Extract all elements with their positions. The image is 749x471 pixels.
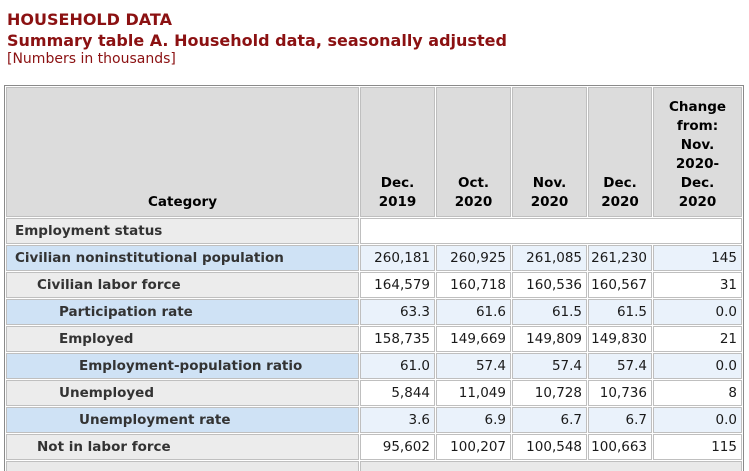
value-cell: 57.4	[512, 353, 587, 379]
empty-section-cell	[360, 218, 742, 244]
row-label: Employment-population ratio	[6, 353, 359, 379]
category-column-header: Category	[6, 87, 359, 217]
row-label: Unemployment rate	[6, 407, 359, 433]
value-cell: 10,728	[512, 380, 587, 406]
table-row-cutoff	[6, 461, 742, 471]
value-cell: 61.0	[360, 353, 435, 379]
cutoff-cell	[360, 461, 742, 471]
row-label: Unemployed	[6, 380, 359, 406]
row-label: Not in labor force	[6, 434, 359, 460]
value-cell: 160,718	[436, 272, 511, 298]
units-note: [Numbers in thousands]	[7, 51, 176, 67]
table-row-civilian-labor-force: Civilian labor force 164,579 160,718 160…	[6, 272, 742, 298]
value-cell: 61.5	[588, 299, 652, 325]
value-cell: 6.9	[436, 407, 511, 433]
section-title: HOUSEHOLD DATA	[7, 10, 172, 29]
value-cell: 149,809	[512, 326, 587, 352]
table-row-employment-status: Employment status	[6, 218, 742, 244]
change-value-cell: 0.0	[653, 407, 742, 433]
value-cell: 95,602	[360, 434, 435, 460]
value-cell: 149,830	[588, 326, 652, 352]
column-header-oct-2020: Oct. 2020	[436, 87, 511, 217]
change-value-cell: 21	[653, 326, 742, 352]
value-cell: 6.7	[512, 407, 587, 433]
value-cell: 160,567	[588, 272, 652, 298]
value-cell: 6.7	[588, 407, 652, 433]
column-header-nov-2020: Nov. 2020	[512, 87, 587, 217]
value-cell: 100,663	[588, 434, 652, 460]
value-cell: 260,925	[436, 245, 511, 271]
row-label	[6, 461, 359, 471]
table-title: Summary table A. Household data, seasona…	[7, 31, 507, 50]
value-cell: 10,736	[588, 380, 652, 406]
value-cell: 100,207	[436, 434, 511, 460]
row-label: Participation rate	[6, 299, 359, 325]
value-cell: 160,536	[512, 272, 587, 298]
value-cell: 11,049	[436, 380, 511, 406]
value-cell: 57.4	[588, 353, 652, 379]
row-label: Civilian noninstitutional population	[6, 245, 359, 271]
change-value-cell: 145	[653, 245, 742, 271]
table-row-civilian-noninstitutional-population: Civilian noninstitutional population 260…	[6, 245, 742, 271]
value-cell: 260,181	[360, 245, 435, 271]
table-row-not-in-labor-force: Not in labor force 95,602 100,207 100,54…	[6, 434, 742, 460]
value-cell: 164,579	[360, 272, 435, 298]
change-value-cell: 115	[653, 434, 742, 460]
table-row-employed: Employed 158,735 149,669 149,809 149,830…	[6, 326, 742, 352]
table-row-participation-rate: Participation rate 63.3 61.6 61.5 61.5 0…	[6, 299, 742, 325]
table-row-employment-population-ratio: Employment-population ratio 61.0 57.4 57…	[6, 353, 742, 379]
value-cell: 261,085	[512, 245, 587, 271]
value-cell: 100,548	[512, 434, 587, 460]
value-cell: 149,669	[436, 326, 511, 352]
change-value-cell: 31	[653, 272, 742, 298]
column-header-change: Change from: Nov. 2020- Dec. 2020	[653, 87, 742, 217]
value-cell: 57.4	[436, 353, 511, 379]
value-cell: 61.6	[436, 299, 511, 325]
value-cell: 3.6	[360, 407, 435, 433]
value-cell: 158,735	[360, 326, 435, 352]
row-label: Civilian labor force	[6, 272, 359, 298]
change-value-cell: 8	[653, 380, 742, 406]
table-row-unemployment-rate: Unemployment rate 3.6 6.9 6.7 6.7 0.0	[6, 407, 742, 433]
value-cell: 261,230	[588, 245, 652, 271]
table-row-unemployed: Unemployed 5,844 11,049 10,728 10,736 8	[6, 380, 742, 406]
value-cell: 5,844	[360, 380, 435, 406]
value-cell: 61.5	[512, 299, 587, 325]
column-header-dec-2019: Dec. 2019	[360, 87, 435, 217]
row-label: Employment status	[6, 218, 359, 244]
header-row: Category Dec. 2019 Oct. 2020 Nov. 2020 D…	[6, 87, 742, 217]
column-header-dec-2020: Dec. 2020	[588, 87, 652, 217]
household-data-table: Category Dec. 2019 Oct. 2020 Nov. 2020 D…	[4, 85, 744, 471]
value-cell: 63.3	[360, 299, 435, 325]
row-label: Employed	[6, 326, 359, 352]
change-value-cell: 0.0	[653, 299, 742, 325]
change-value-cell: 0.0	[653, 353, 742, 379]
